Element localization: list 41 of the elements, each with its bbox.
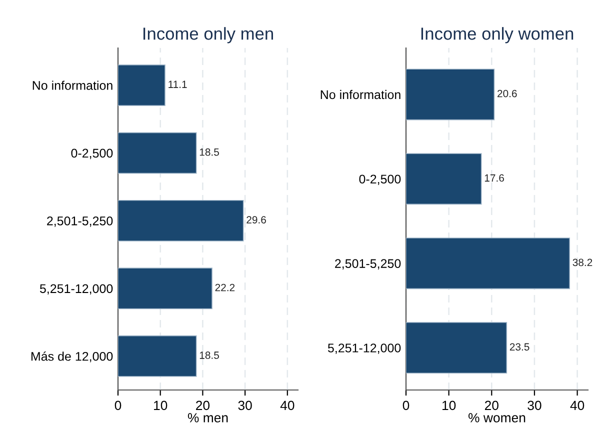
x-tick-label: 10 [442,400,456,410]
x-tick-label: 10 [154,400,168,410]
x-tick-label: 40 [280,400,294,410]
bar [118,200,244,242]
y-tick-label: 5,251-12,000 [328,344,401,354]
data-label: 38.2 [572,258,592,266]
x-tick-label: 0 [402,400,410,410]
data-label: 18.5 [200,352,219,359]
bar [118,64,166,106]
y-tick-label: No information [320,90,400,100]
x-tick-label: 40 [570,400,584,410]
y-tick-label: Más de 12,000 [31,351,113,362]
chart-title: Income only men [144,27,273,44]
y-tick-label: 5,251-12,000 [40,284,113,295]
x-axis-title: % women [468,413,526,422]
x-tick-label: 30 [238,400,252,410]
bar [406,153,482,205]
x-tick-label: 20 [196,400,210,410]
bar [406,322,508,374]
y-tick-label: No information [32,80,112,90]
data-label: 11.1 [168,80,187,88]
y-tick-label: 2,501-5,250 [47,216,113,227]
x-tick-label: 0 [114,400,122,410]
y-tick-label: 0-2,500 [71,148,113,160]
bar [118,335,197,377]
y-tick-label: 2,501-5,250 [335,259,401,270]
bar [406,238,570,290]
data-label: 22.2 [215,284,235,292]
data-label: 29.6 [246,216,266,224]
data-label: 23.5 [510,343,530,351]
data-label: 17.6 [484,174,504,182]
x-tick-label: 20 [484,400,498,410]
bar [118,268,212,310]
y-tick-label: 0-2,500 [359,174,401,186]
bar [406,68,495,120]
x-axis-title: % men [188,413,228,422]
bar [118,132,197,174]
data-label: 18.5 [200,148,219,156]
x-tick-label: 30 [528,400,542,410]
data-label: 20.6 [498,90,517,98]
chart-title: Income only women [421,27,574,44]
